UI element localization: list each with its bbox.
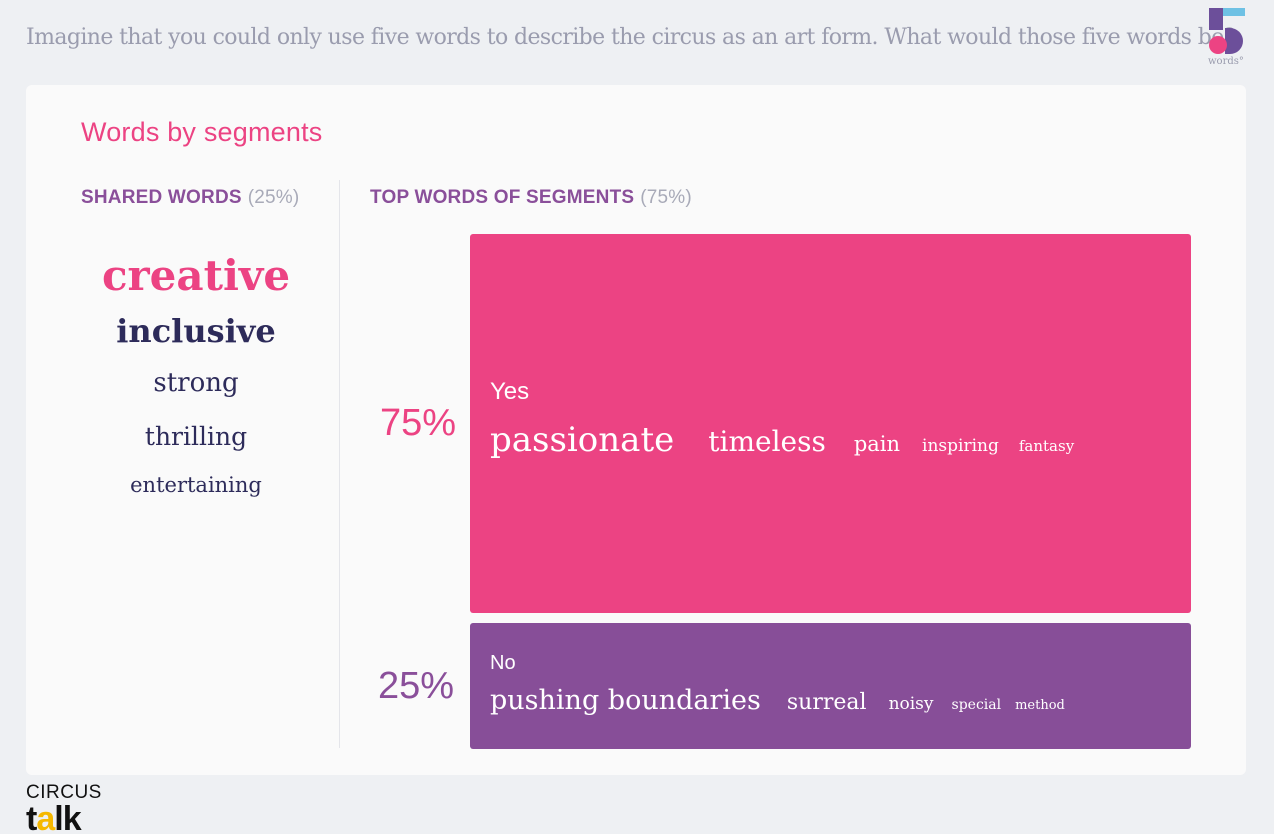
segment-word: timeless [708,425,826,458]
logo-top-text: CIRCUS [26,784,102,803]
logo-letter: lk [54,800,81,834]
segment-word: surreal [786,690,867,715]
segment-no-words: pushing boundaries surreal noisy special… [490,685,1065,716]
segment-word: method [1015,698,1065,713]
brand-label: words° [1208,56,1244,67]
segment-word: special [951,697,1002,713]
circus-talk-logo[interactable]: CIRCUS talk [26,784,126,834]
brand-logo[interactable]: words° [1207,8,1249,70]
shared-words-pct: (25%) [247,187,300,208]
logo-dot-icon [1209,36,1227,54]
logo-bottom-text: talk [26,802,126,834]
card-title: Words by segments [81,117,323,147]
top-words-pct: (75%) [640,187,692,208]
segment-word: pushing boundaries [490,685,761,716]
logo-bar-icon [1223,8,1245,16]
top-words-heading: TOP WORDS OF SEGMENTS (75%) [370,187,692,209]
shared-word: thrilling [144,422,248,451]
shared-words-heading: SHARED WORDS (25%) [81,187,299,209]
segment-word: inspiring [922,436,999,456]
segment-yes-words: passionate timeless pain inspiring fanta… [490,420,1074,460]
logo-half-circle-icon [1225,28,1243,54]
shared-words-list: creative inclusive strong thrilling ente… [66,245,326,507]
shared-words-label: SHARED WORDS [81,187,242,208]
question-header: “ Imagine that you could only use five w… [26,20,1235,56]
logo-square-icon [1209,8,1223,30]
column-divider [339,180,340,748]
segment-yes-block[interactable]: Yes passionate timeless pain inspiring f… [470,234,1191,613]
segment-no-block[interactable]: No pushing boundaries surreal noisy spec… [470,623,1191,749]
segment-word: noisy [888,694,934,714]
segment-word: passionate [490,420,675,460]
segment-no-name: No [490,652,516,674]
logo-letter-accent: a [36,800,55,834]
top-words-label: TOP WORDS OF SEGMENTS [370,187,635,208]
question-text: Imagine that you could only use five wor… [26,25,1235,50]
shared-word: strong [153,368,239,398]
segment-yes-name: Yes [490,378,530,405]
logo-letter: t [26,800,37,834]
segment-word: pain [853,432,901,456]
segments-card: Words by segments SHARED WORDS (25%) TOP … [26,85,1246,775]
shared-word: creative [101,251,291,300]
segment-no-pct: 25% [377,665,454,707]
shared-word: entertaining [130,473,262,497]
segment-word: fantasy [1018,437,1075,455]
shared-word: inclusive [116,312,276,350]
segment-yes-pct: 75% [379,402,456,444]
